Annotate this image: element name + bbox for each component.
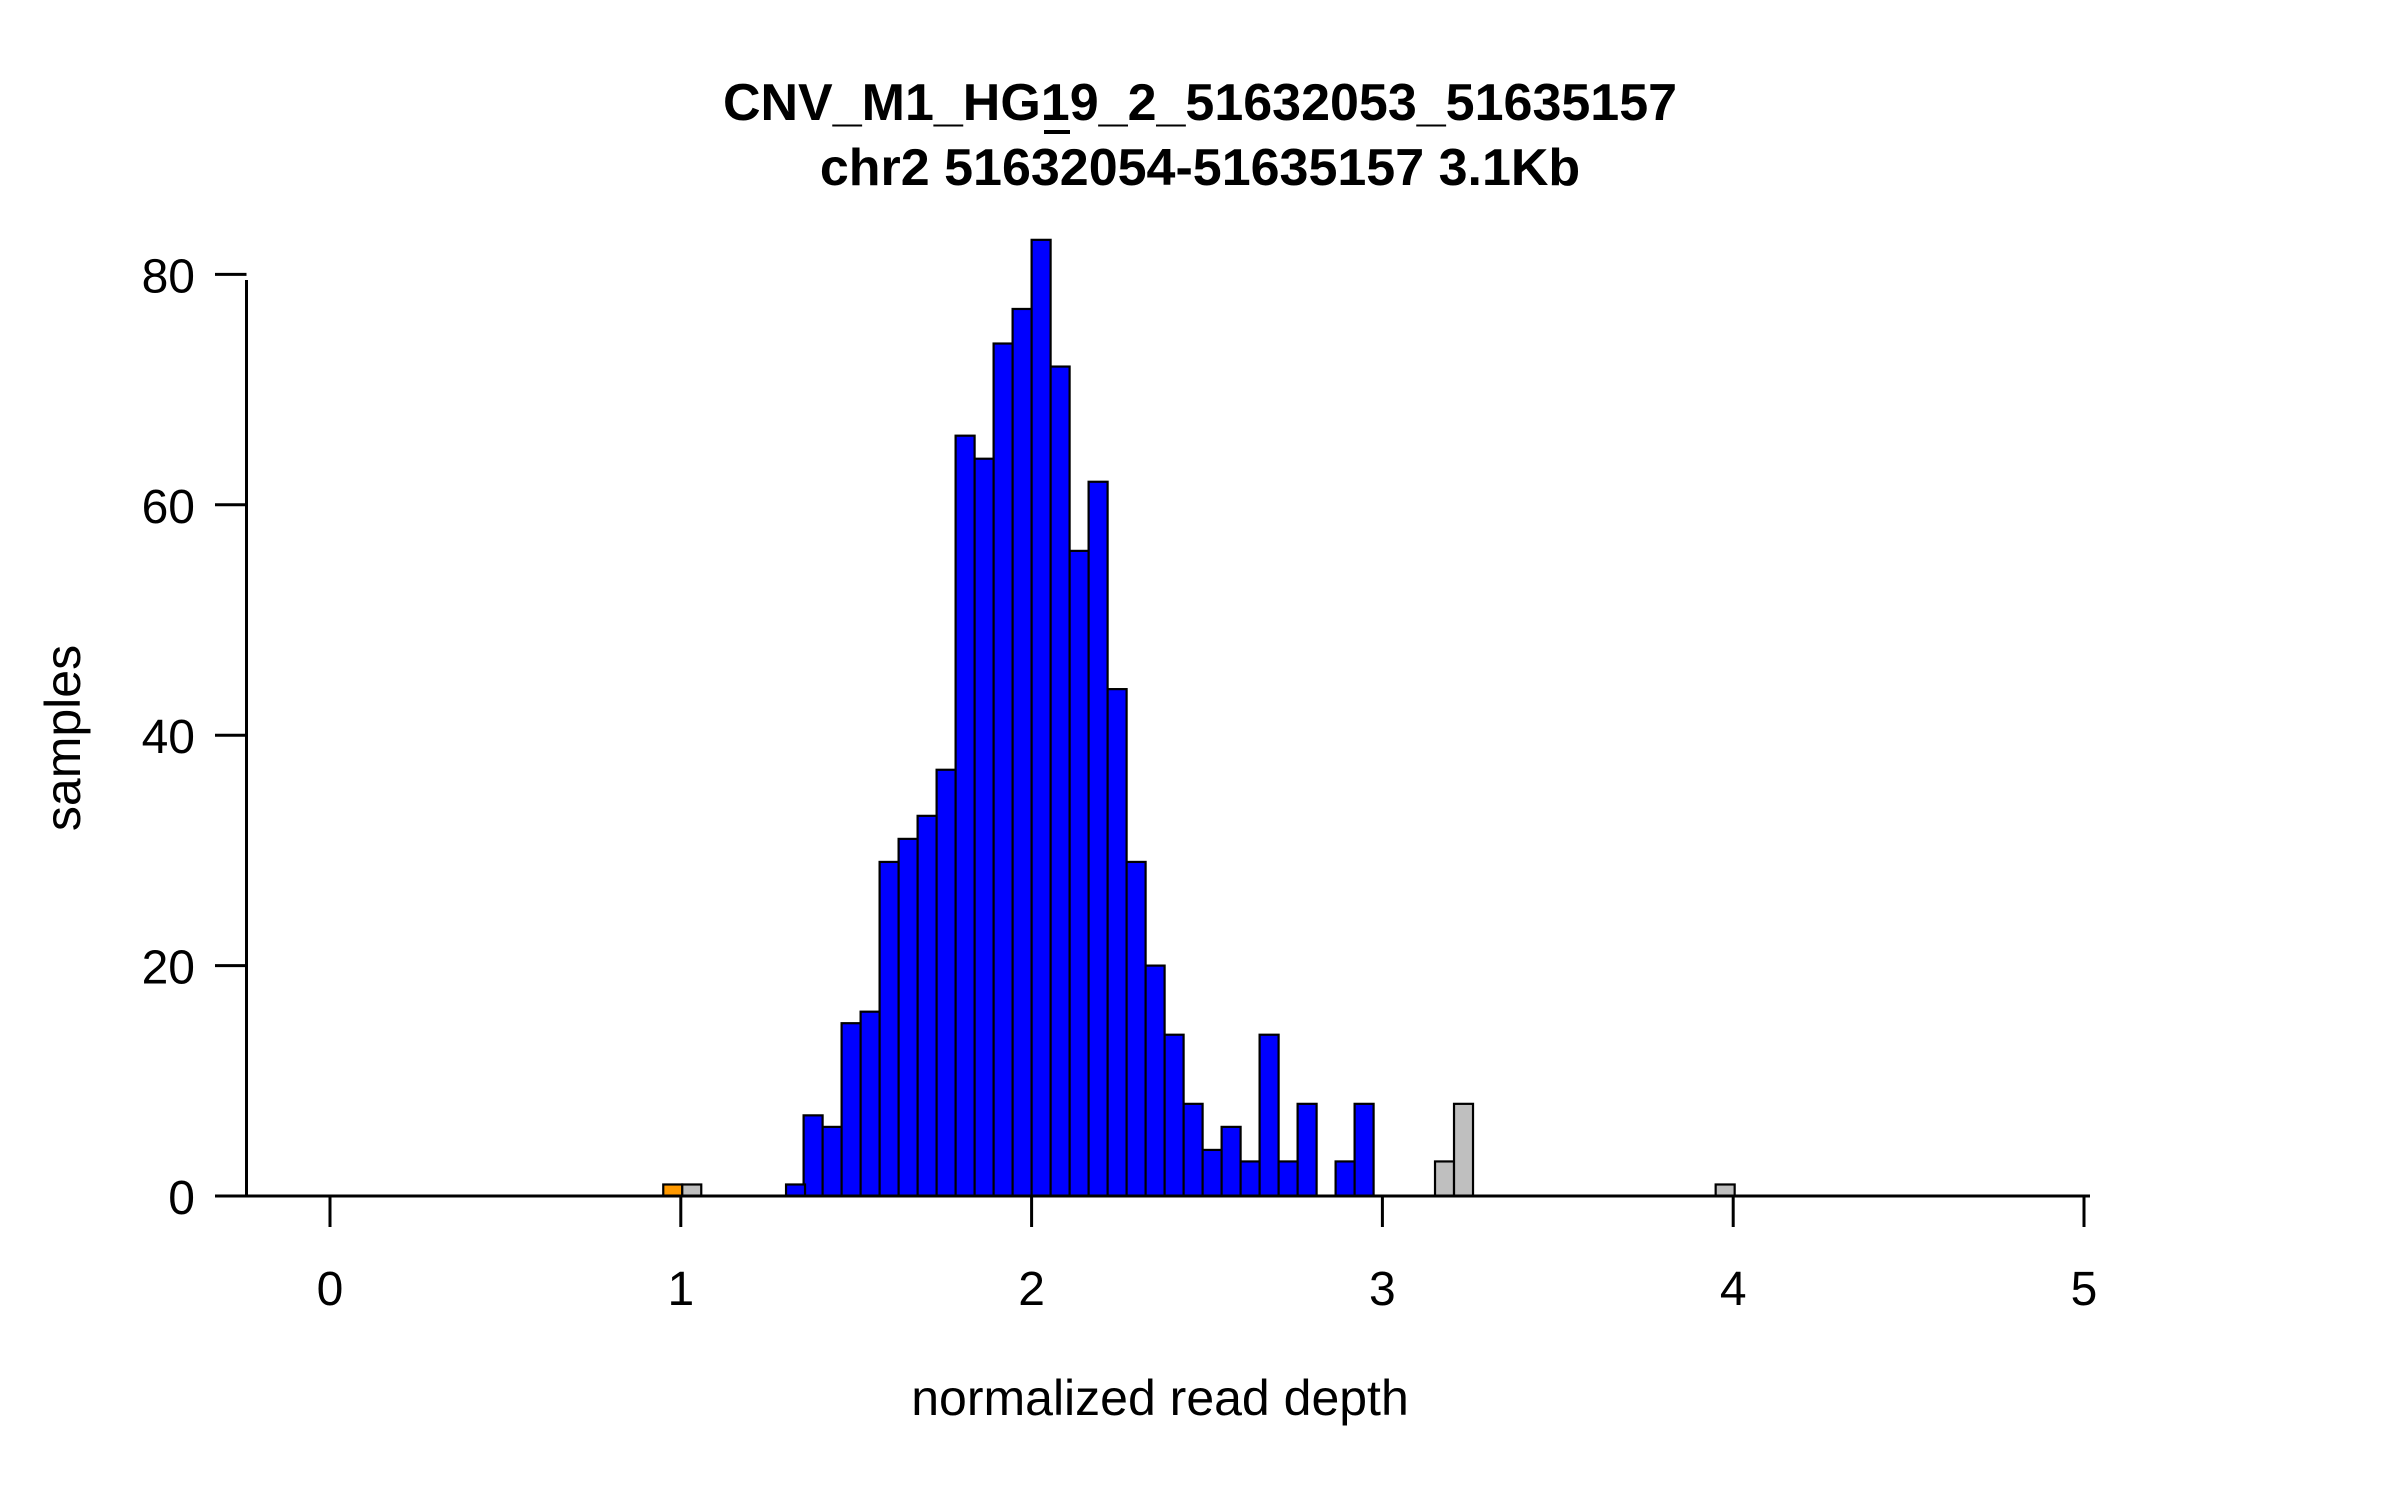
svg-text:2: 2 xyxy=(1018,1263,1045,1316)
svg-text:CNV_M1_HG19_2_51632053_5163515: CNV_M1_HG19_2_51632053_51635157 xyxy=(723,74,1677,132)
svg-text:60: 60 xyxy=(142,481,195,534)
svg-text:0: 0 xyxy=(317,1263,344,1316)
svg-text:normalized read depth: normalized read depth xyxy=(911,1370,1409,1426)
svg-text:20: 20 xyxy=(142,942,195,995)
svg-text:3: 3 xyxy=(1369,1263,1396,1316)
svg-text:4: 4 xyxy=(1720,1263,1747,1316)
svg-text:80: 80 xyxy=(142,250,195,303)
svg-text:40: 40 xyxy=(142,711,195,764)
svg-text:0: 0 xyxy=(168,1172,195,1225)
svg-text:5: 5 xyxy=(2071,1263,2098,1316)
svg-text:1: 1 xyxy=(667,1263,694,1316)
svg-text:samples: samples xyxy=(35,645,91,831)
svg-text:chr2 51632054-51635157 3.1Kb: chr2 51632054-51635157 3.1Kb xyxy=(820,139,1580,197)
